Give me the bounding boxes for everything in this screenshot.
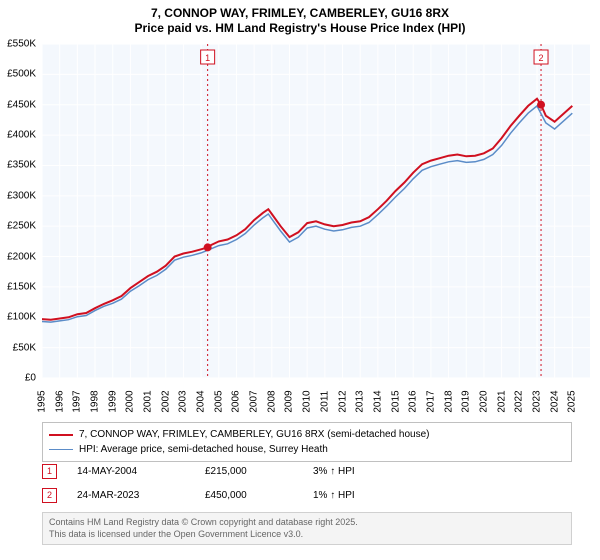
y-tick-label: £350K xyxy=(7,160,36,171)
x-tick-label: 2012 xyxy=(337,390,348,412)
title-block: 7, CONNOP WAY, FRIMLEY, CAMBERLEY, GU16 … xyxy=(0,0,600,36)
x-tick-label: 2013 xyxy=(355,390,366,412)
marker-row-2: 2 24-MAR-2023 £450,000 1% ↑ HPI xyxy=(42,488,572,503)
x-tick-label: 2018 xyxy=(443,390,454,412)
x-tick-label: 1996 xyxy=(54,390,65,412)
x-tick-label: 2010 xyxy=(302,390,313,412)
x-tick-label: 1997 xyxy=(72,390,83,412)
chart-svg: 12 xyxy=(42,44,590,378)
x-tick-label: 2014 xyxy=(372,390,383,412)
x-tick-label: 2001 xyxy=(143,390,154,412)
marker-2-delta: 1% ↑ HPI xyxy=(313,490,572,501)
x-tick-label: 2021 xyxy=(496,390,507,412)
x-tick-label: 2006 xyxy=(231,390,242,412)
marker-row-1: 1 14-MAY-2004 £215,000 3% ↑ HPI xyxy=(42,464,572,479)
x-tick-label: 2002 xyxy=(160,390,171,412)
x-tick-label: 2008 xyxy=(266,390,277,412)
x-tick-label: 2015 xyxy=(390,390,401,412)
marker-1-price: £215,000 xyxy=(205,466,305,477)
y-tick-label: £0 xyxy=(25,373,36,384)
legend-swatch-price-paid xyxy=(49,434,73,436)
attribution-line1: Contains HM Land Registry data © Crown c… xyxy=(49,517,565,529)
x-tick-label: 2024 xyxy=(549,390,560,412)
svg-text:1: 1 xyxy=(205,53,210,63)
svg-text:2: 2 xyxy=(539,53,544,63)
marker-1-date: 14-MAY-2004 xyxy=(77,466,197,477)
marker-2-date: 24-MAR-2023 xyxy=(77,490,197,501)
y-axis: £0£50K£100K£150K£200K£250K£300K£350K£400… xyxy=(0,44,40,378)
y-tick-label: £250K xyxy=(7,221,36,232)
y-tick-label: £450K xyxy=(7,99,36,110)
x-tick-label: 2022 xyxy=(514,390,525,412)
x-tick-label: 1999 xyxy=(107,390,118,412)
x-tick-label: 2019 xyxy=(461,390,472,412)
x-tick-label: 2003 xyxy=(178,390,189,412)
y-tick-label: £300K xyxy=(7,190,36,201)
marker-badge-2: 2 xyxy=(42,488,57,503)
x-tick-label: 2009 xyxy=(284,390,295,412)
chart-container: 7, CONNOP WAY, FRIMLEY, CAMBERLEY, GU16 … xyxy=(0,0,600,560)
x-axis: 1995199619971998199920002001200220032004… xyxy=(42,380,590,422)
x-tick-label: 2023 xyxy=(531,390,542,412)
chart-plot-area: 12 xyxy=(42,44,590,378)
x-tick-label: 2020 xyxy=(478,390,489,412)
marker-badge-1: 1 xyxy=(42,464,57,479)
marker-2-price: £450,000 xyxy=(205,490,305,501)
x-tick-label: 2004 xyxy=(196,390,207,412)
x-tick-label: 2007 xyxy=(249,390,260,412)
title-subtitle: Price paid vs. HM Land Registry's House … xyxy=(0,21,600,36)
x-tick-label: 2005 xyxy=(213,390,224,412)
legend-label-hpi: HPI: Average price, semi-detached house,… xyxy=(79,442,328,457)
attribution-line2: This data is licensed under the Open Gov… xyxy=(49,529,565,541)
legend-row-price-paid: 7, CONNOP WAY, FRIMLEY, CAMBERLEY, GU16 … xyxy=(49,427,565,442)
x-tick-label: 2025 xyxy=(567,390,578,412)
legend-row-hpi: HPI: Average price, semi-detached house,… xyxy=(49,442,565,457)
x-tick-label: 1995 xyxy=(37,390,48,412)
y-tick-label: £500K xyxy=(7,69,36,80)
legend-swatch-hpi xyxy=(49,449,73,450)
attribution-box: Contains HM Land Registry data © Crown c… xyxy=(42,512,572,545)
x-tick-label: 2000 xyxy=(125,390,136,412)
y-tick-label: £400K xyxy=(7,130,36,141)
y-tick-label: £550K xyxy=(7,39,36,50)
x-tick-label: 2017 xyxy=(425,390,436,412)
y-tick-label: £50K xyxy=(13,342,36,353)
title-address: 7, CONNOP WAY, FRIMLEY, CAMBERLEY, GU16 … xyxy=(0,6,600,21)
x-tick-label: 1998 xyxy=(90,390,101,412)
marker-1-delta: 3% ↑ HPI xyxy=(313,466,572,477)
y-tick-label: £100K xyxy=(7,312,36,323)
y-tick-label: £200K xyxy=(7,251,36,262)
legend-label-price-paid: 7, CONNOP WAY, FRIMLEY, CAMBERLEY, GU16 … xyxy=(79,427,430,442)
x-tick-label: 2016 xyxy=(408,390,419,412)
legend-box: 7, CONNOP WAY, FRIMLEY, CAMBERLEY, GU16 … xyxy=(42,422,572,462)
x-tick-label: 2011 xyxy=(319,391,330,413)
y-tick-label: £150K xyxy=(7,281,36,292)
